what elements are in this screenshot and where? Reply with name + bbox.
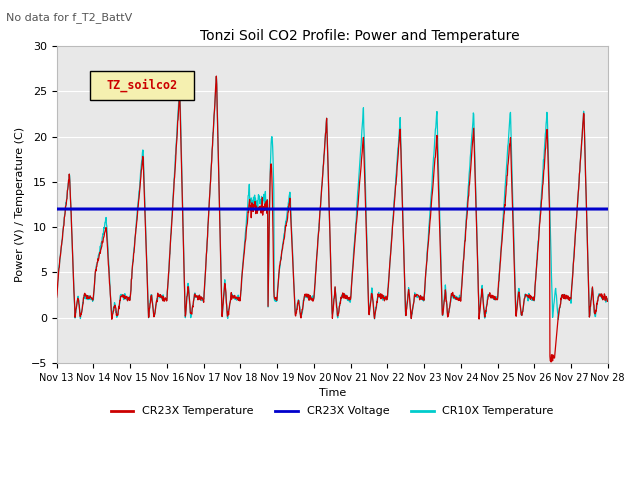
FancyBboxPatch shape xyxy=(90,72,195,100)
Text: TZ_soilco2: TZ_soilco2 xyxy=(106,79,178,92)
Title: Tonzi Soil CO2 Profile: Power and Temperature: Tonzi Soil CO2 Profile: Power and Temper… xyxy=(200,29,520,43)
X-axis label: Time: Time xyxy=(319,388,346,398)
Text: No data for f_T2_BattV: No data for f_T2_BattV xyxy=(6,12,132,23)
Legend: CR23X Temperature, CR23X Voltage, CR10X Temperature: CR23X Temperature, CR23X Voltage, CR10X … xyxy=(106,402,558,421)
Y-axis label: Power (V) / Temperature (C): Power (V) / Temperature (C) xyxy=(15,127,25,282)
